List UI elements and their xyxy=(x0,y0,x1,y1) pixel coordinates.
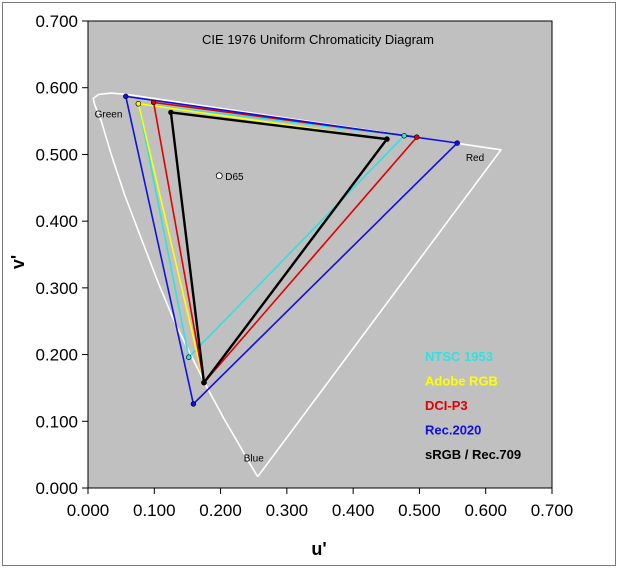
gamut-2-red-point xyxy=(414,134,420,140)
x-tick-label-3: 0.300 xyxy=(266,501,309,520)
spectral-locus-layer xyxy=(92,92,502,478)
legend-entry-2: DCI-P3 xyxy=(425,398,468,413)
gamut-triangle-2 xyxy=(152,101,418,384)
gamut-4-red-point xyxy=(384,136,390,142)
gamut-4-green-point xyxy=(168,109,174,116)
annotations-layer: Green Red Blue xyxy=(95,110,485,465)
legend-entry-1: Adobe RGB xyxy=(425,374,498,389)
gamut-1-green-point xyxy=(135,101,142,107)
gamut-3-green-point xyxy=(123,93,129,100)
annotation-blue: Blue xyxy=(244,453,264,464)
spectral-locus-line xyxy=(92,92,502,478)
x-tick-label-6: 0.600 xyxy=(464,501,507,520)
x-tick-label-4: 0.400 xyxy=(332,501,375,520)
gamut-0-blue-point xyxy=(186,354,192,360)
x-tick-label-0: 0.000 xyxy=(67,501,110,520)
y-tick-label-7: 0.700 xyxy=(35,12,78,31)
y-tick-label-0: 0.000 xyxy=(35,479,78,498)
annotation-green: Green xyxy=(95,110,123,121)
gamut-triangle-0 xyxy=(137,102,406,359)
y-tick-label-3: 0.300 xyxy=(35,279,78,298)
x-tick-label-7: 0.700 xyxy=(531,501,574,520)
y-tick-label-1: 0.100 xyxy=(35,412,78,431)
gamut-0-red-point xyxy=(401,133,407,139)
y-tick-label-6: 0.600 xyxy=(35,79,78,98)
y-axis-label: v' xyxy=(8,255,28,269)
gamut-layer xyxy=(125,95,459,405)
x-axis-ticks: 0.000 0.100 0.200 0.300 0.400 0.500 0.600 0.700 xyxy=(67,488,574,520)
white-point-label: D65 xyxy=(225,172,244,183)
plot-area xyxy=(87,20,553,489)
legend-entry-3: Rec.2020 xyxy=(425,423,481,438)
gamut-2-green-point xyxy=(150,99,157,106)
annotation-red: Red xyxy=(466,153,484,164)
y-tick-label-4: 0.400 xyxy=(35,212,78,231)
gamut-triangle-4 xyxy=(169,111,389,384)
chart-title: CIE 1976 Uniform Chromaticity Diagram xyxy=(202,32,434,47)
y-tick-label-5: 0.500 xyxy=(35,145,78,164)
gamut-4-blue-point xyxy=(201,379,207,386)
x-tick-label-5: 0.500 xyxy=(398,501,441,520)
y-tick-label-2: 0.200 xyxy=(35,346,78,365)
gamut-3-blue-point xyxy=(190,401,197,407)
gamut-triangle-3 xyxy=(125,95,459,405)
legend-entry-4: sRGB / Rec.709 xyxy=(425,447,521,462)
gamut-3-red-point xyxy=(454,140,460,146)
x-tick-label-2: 0.200 xyxy=(199,501,242,520)
legend: NTSC 1953 Adobe RGB DCI-P3 Rec.2020 sRGB / R… xyxy=(425,349,521,462)
white-point-marker xyxy=(215,172,223,180)
legend-entry-0: NTSC 1953 xyxy=(425,349,493,364)
gamut-primaries-layer: D65 xyxy=(123,93,460,407)
y-axis-ticks: 0.000 0.100 0.200 0.300 0.400 0.500 0.600 0.700 xyxy=(35,12,88,498)
x-tick-label-1: 0.100 xyxy=(133,501,176,520)
x-axis-label: u' xyxy=(311,539,326,559)
